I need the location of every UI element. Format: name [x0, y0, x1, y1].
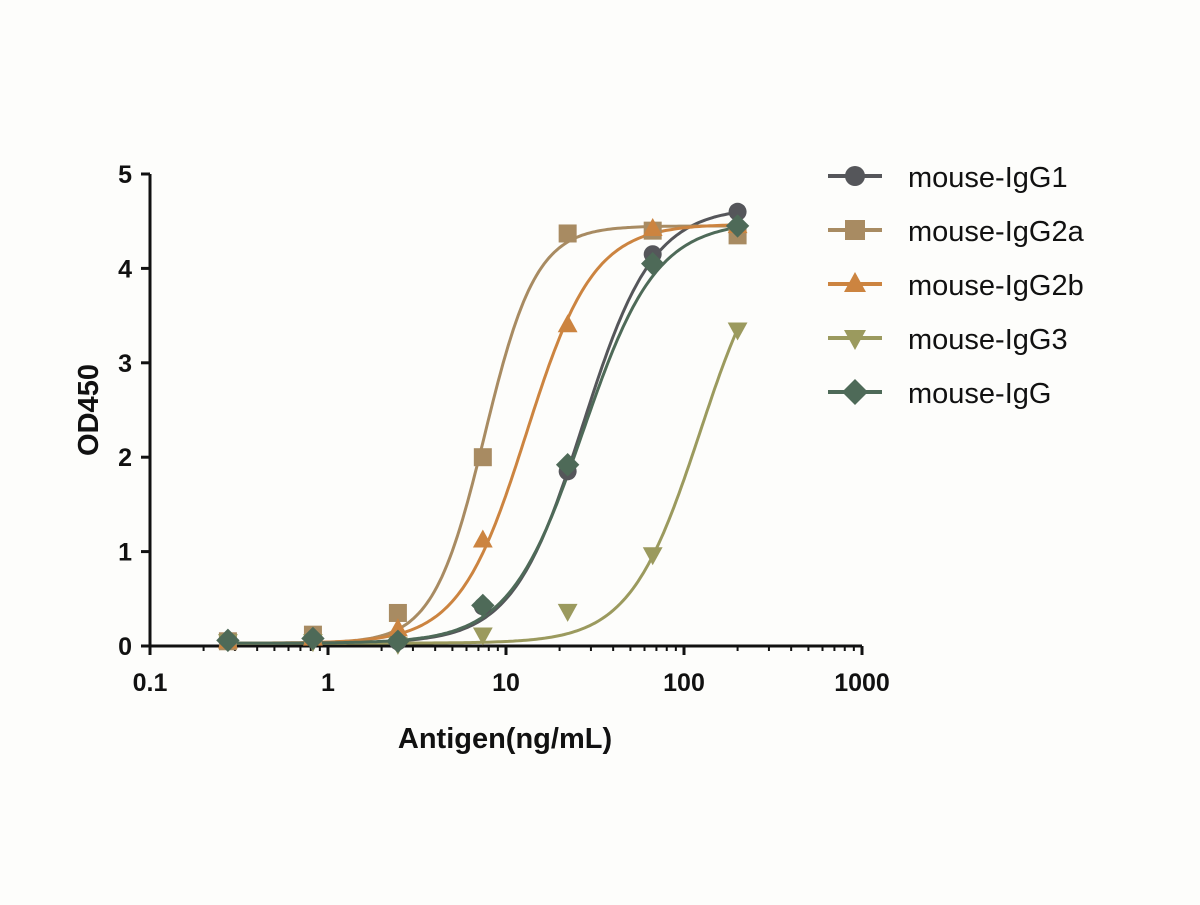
data-point-mouse-IgG2a [558, 224, 577, 243]
legend-marker-icon [844, 330, 866, 350]
x-tick-label: 10 [492, 669, 520, 697]
data-point-mouse-IgG2a [388, 603, 407, 622]
data-point-mouse-IgG3 [472, 627, 493, 646]
legend-label: mouse-IgG1 [908, 162, 1068, 194]
data-point-mouse-IgG3 [557, 603, 578, 622]
data-point-mouse-IgG3 [727, 322, 748, 341]
legend-marker-icon [845, 220, 865, 240]
x-tick-label: 0.1 [133, 669, 168, 697]
x-axis-label: Antigen(ng/mL) [398, 723, 612, 755]
x-tick-label: 100 [663, 669, 705, 697]
y-tick-label: 3 [118, 350, 132, 378]
data-point-mouse-IgG2b [557, 314, 578, 333]
y-tick-label: 2 [118, 444, 132, 472]
data-point-mouse-IgG [555, 453, 580, 477]
fit-curve-mouse-IgG2b [227, 223, 738, 645]
data-point-mouse-IgG [301, 626, 325, 651]
legend-marker-icon [845, 166, 865, 186]
data-point-mouse-IgG [216, 628, 240, 653]
data-points [216, 202, 750, 655]
data-point-mouse-IgG2b [642, 217, 663, 236]
x-tick-label: 1000 [834, 669, 890, 697]
legend-label: mouse-IgG3 [908, 324, 1068, 356]
fit-curve-mouse-IgG1 [227, 210, 738, 645]
legend-marker-icon [842, 379, 868, 405]
data-point-mouse-IgG [725, 214, 750, 238]
data-point-mouse-IgG [471, 593, 495, 618]
legend-marker-icon [844, 272, 866, 292]
legend-label: mouse-IgG [908, 378, 1051, 410]
legend-label: mouse-IgG2b [908, 270, 1084, 302]
y-tick-label: 1 [118, 539, 132, 567]
data-point-mouse-IgG2b [472, 529, 493, 548]
data-point-mouse-IgG [640, 251, 665, 276]
data-point-mouse-IgG2a [473, 448, 492, 467]
y-tick-label: 4 [118, 255, 132, 283]
data-point-mouse-IgG2b [388, 618, 408, 637]
axes: 0.1 1 10 100 1000 0 1 2 3 4 5 [118, 161, 890, 697]
fit-curves [227, 210, 739, 645]
data-point-mouse-IgG1 [728, 202, 747, 221]
fit-curve-mouse-IgG [227, 225, 738, 645]
y-axis-label: OD450 [73, 364, 105, 456]
data-point-mouse-IgG3 [642, 547, 663, 566]
legend: mouse-IgG1 mouse-IgG2a mouse-IgG2b mouse-Ig… [828, 162, 1085, 410]
x-tick-label: 1 [321, 669, 335, 697]
fit-curve-mouse-IgG2a [227, 224, 738, 645]
y-tick-label: 5 [118, 161, 132, 189]
y-tick-label: 0 [118, 633, 132, 661]
legend-label: mouse-IgG2a [908, 216, 1085, 248]
data-point-mouse-IgG [386, 629, 410, 653]
